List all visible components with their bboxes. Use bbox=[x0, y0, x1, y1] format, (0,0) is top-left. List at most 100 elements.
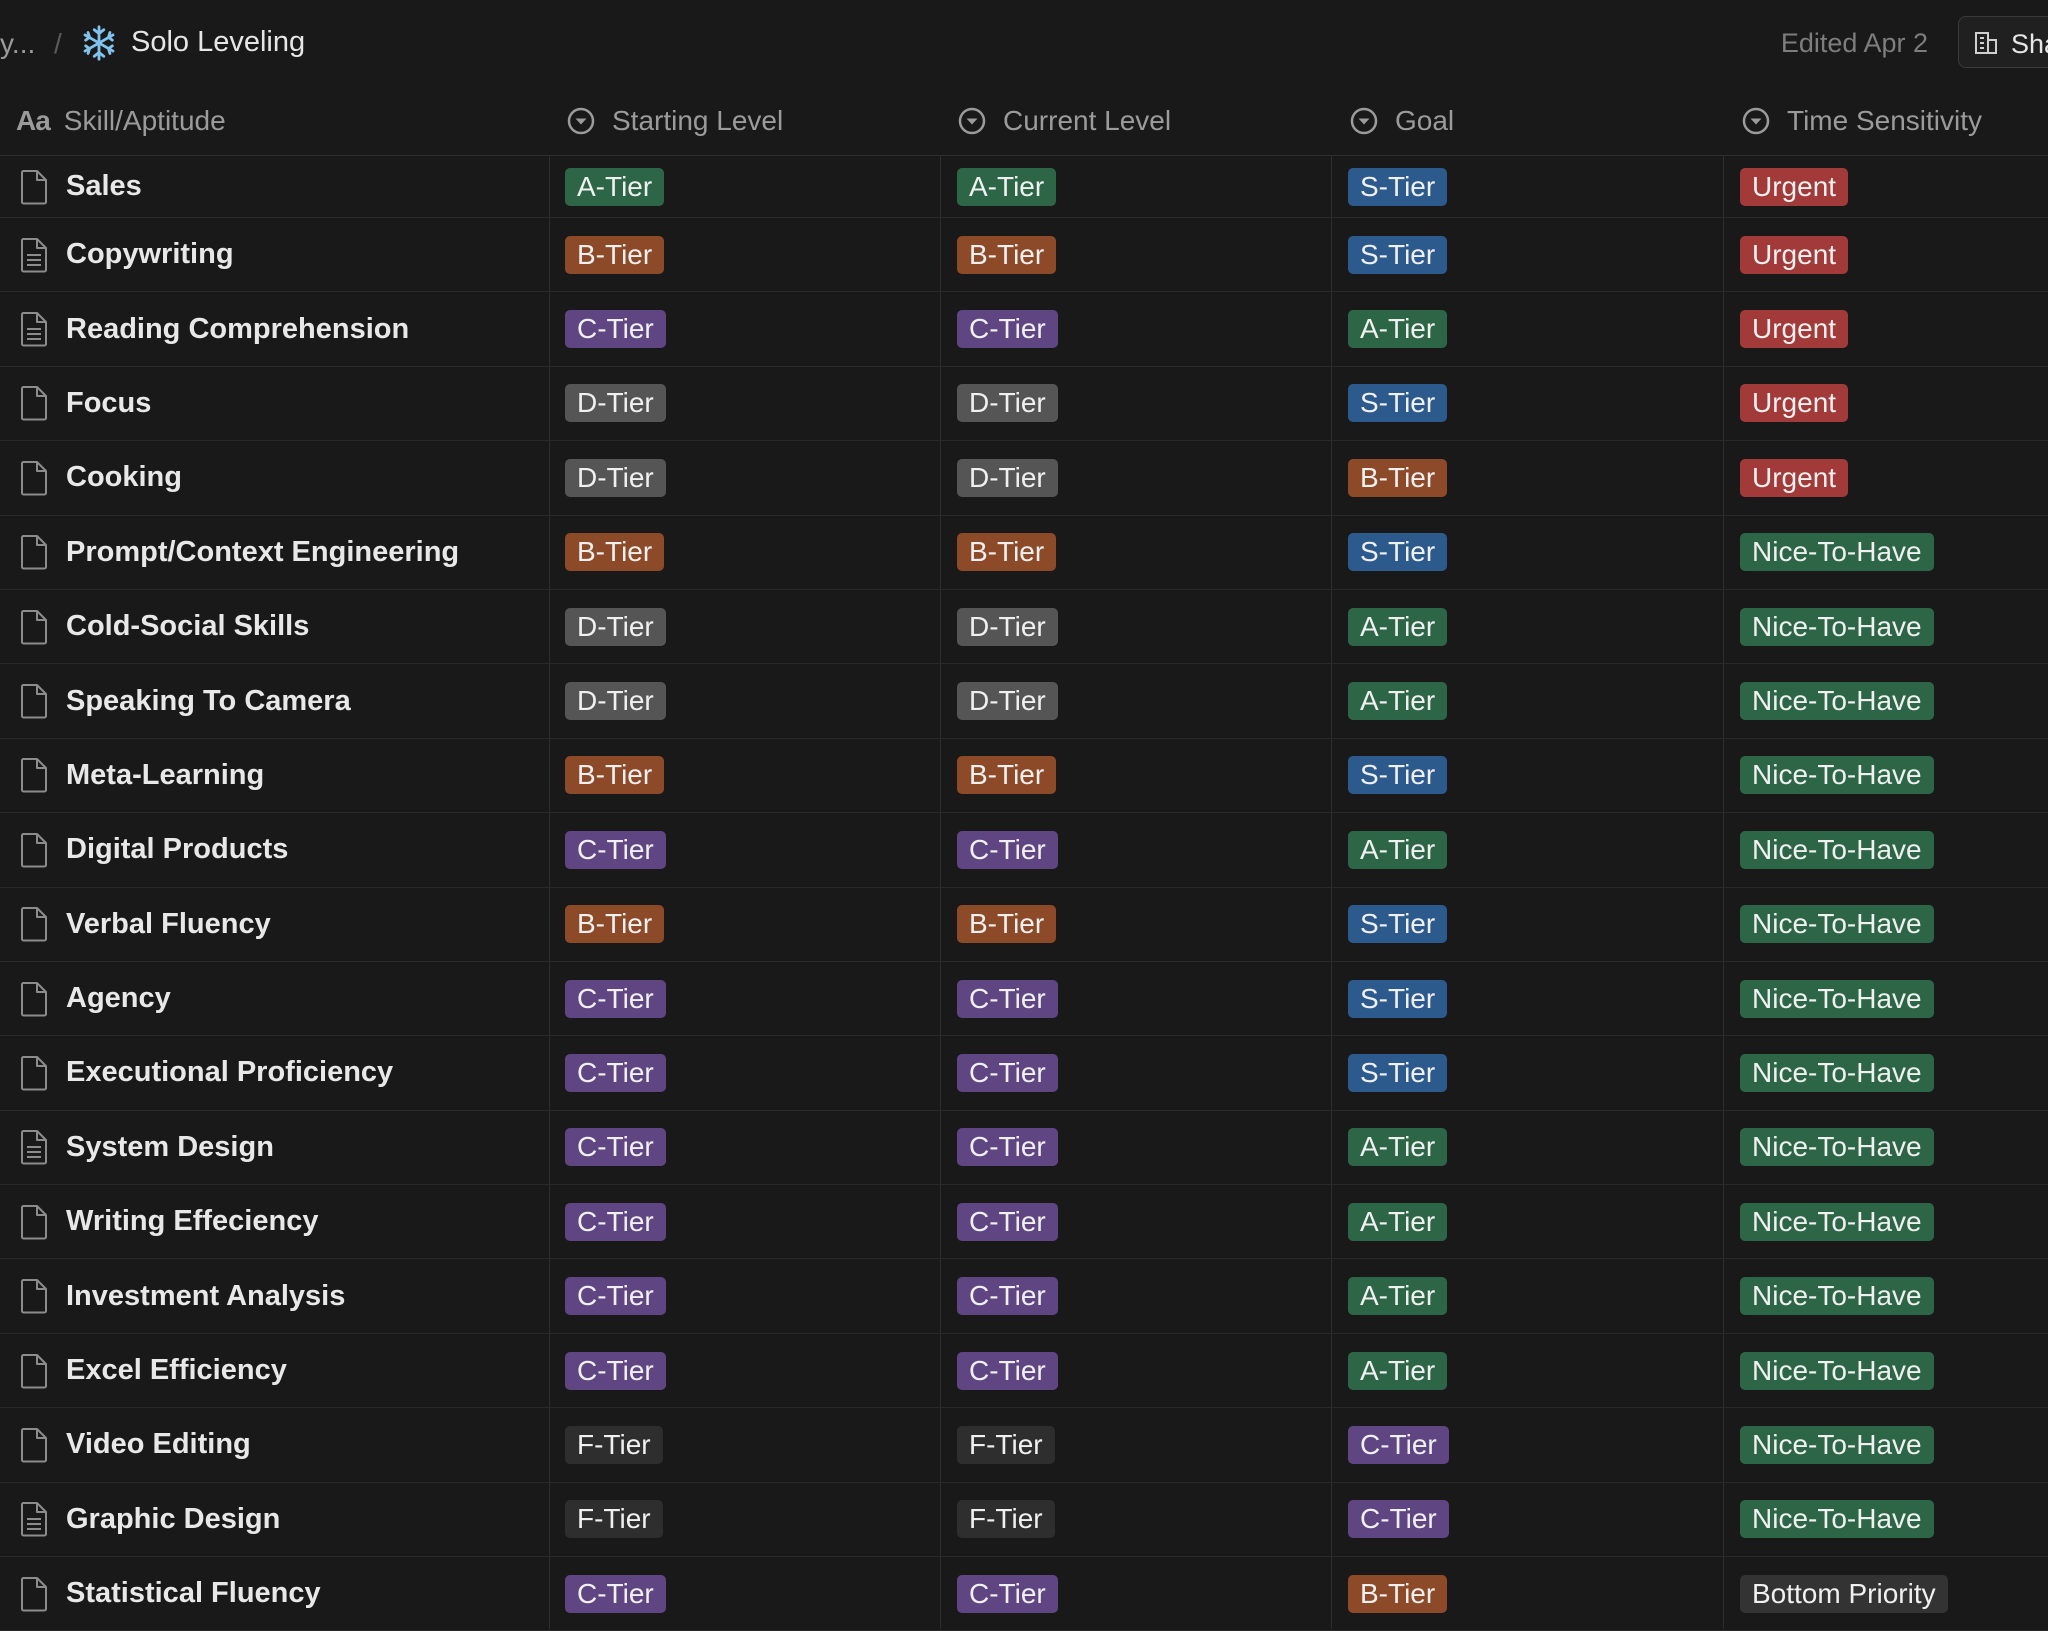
current-cell[interactable]: A-Tier bbox=[957, 156, 1057, 217]
table-row[interactable]: Meta-Learning B-Tier B-Tier S-Tier Nice-To-H… bbox=[0, 739, 2048, 814]
start-cell[interactable]: C-Tier bbox=[565, 1036, 666, 1109]
start-cell[interactable]: D-Tier bbox=[565, 367, 666, 440]
time-cell[interactable]: Nice-To-Have bbox=[1740, 1111, 1934, 1184]
goal-cell[interactable]: A-Tier bbox=[1348, 813, 1448, 886]
skill-cell[interactable]: Prompt/Context Engineering bbox=[18, 516, 459, 589]
goal-cell[interactable]: A-Tier bbox=[1348, 1185, 1448, 1258]
start-cell[interactable]: B-Tier bbox=[565, 888, 665, 961]
start-cell[interactable]: C-Tier bbox=[565, 813, 666, 886]
column-header-starting-level[interactable]: Starting Level bbox=[566, 86, 783, 156]
goal-cell[interactable]: S-Tier bbox=[1348, 1036, 1448, 1109]
current-cell[interactable]: C-Tier bbox=[957, 292, 1058, 365]
goal-cell[interactable]: B-Tier bbox=[1348, 1557, 1448, 1630]
current-cell[interactable]: D-Tier bbox=[957, 590, 1058, 663]
skill-cell[interactable]: Agency bbox=[18, 962, 171, 1035]
skill-cell[interactable]: Investment Analysis bbox=[18, 1259, 345, 1332]
time-cell[interactable]: Nice-To-Have bbox=[1740, 1408, 1934, 1481]
skill-cell[interactable]: Excel Efficiency bbox=[18, 1334, 287, 1407]
current-cell[interactable]: C-Tier bbox=[957, 813, 1058, 886]
time-cell[interactable]: Urgent bbox=[1740, 292, 1849, 365]
start-cell[interactable]: C-Tier bbox=[565, 1557, 666, 1630]
start-cell[interactable]: C-Tier bbox=[565, 1259, 666, 1332]
skill-cell[interactable]: Writing Effeciency bbox=[18, 1185, 318, 1258]
goal-cell[interactable]: A-Tier bbox=[1348, 1259, 1448, 1332]
table-row[interactable]: System Design C-Tier C-Tier A-Tier Nice-To-H… bbox=[0, 1111, 2048, 1186]
column-header-current-level[interactable]: Current Level bbox=[957, 86, 1171, 156]
current-cell[interactable]: C-Tier bbox=[957, 1557, 1058, 1630]
skill-cell[interactable]: Graphic Design bbox=[18, 1483, 280, 1556]
table-row[interactable]: Investment Analysis C-Tier C-Tier A-Tier Nic… bbox=[0, 1259, 2048, 1334]
time-cell[interactable]: Urgent bbox=[1740, 367, 1849, 440]
table-row[interactable]: Cold-Social Skills D-Tier D-Tier A-Tier Nice… bbox=[0, 590, 2048, 665]
goal-cell[interactable]: S-Tier bbox=[1348, 962, 1448, 1035]
goal-cell[interactable]: C-Tier bbox=[1348, 1408, 1449, 1481]
goal-cell[interactable]: B-Tier bbox=[1348, 441, 1448, 514]
goal-cell[interactable]: A-Tier bbox=[1348, 1334, 1448, 1407]
skill-cell[interactable]: Digital Products bbox=[18, 813, 288, 886]
current-cell[interactable]: D-Tier bbox=[957, 367, 1058, 440]
current-cell[interactable]: B-Tier bbox=[957, 739, 1057, 812]
current-cell[interactable]: C-Tier bbox=[957, 1334, 1058, 1407]
time-cell[interactable]: Nice-To-Have bbox=[1740, 1185, 1934, 1258]
start-cell[interactable]: B-Tier bbox=[565, 739, 665, 812]
snowflake-icon[interactable] bbox=[80, 24, 118, 62]
skill-cell[interactable]: Sales bbox=[18, 156, 142, 217]
current-cell[interactable]: C-Tier bbox=[957, 1185, 1058, 1258]
goal-cell[interactable]: A-Tier bbox=[1348, 1111, 1448, 1184]
page-title[interactable]: Solo Leveling bbox=[131, 26, 306, 58]
current-cell[interactable]: C-Tier bbox=[957, 962, 1058, 1035]
time-cell[interactable]: Urgent bbox=[1740, 156, 1849, 217]
skill-cell[interactable]: Copywriting bbox=[18, 218, 234, 291]
start-cell[interactable]: D-Tier bbox=[565, 441, 666, 514]
skill-cell[interactable]: Executional Proficiency bbox=[18, 1036, 393, 1109]
goal-cell[interactable]: S-Tier bbox=[1348, 516, 1448, 589]
table-row[interactable]: Reading Comprehension C-Tier C-Tier A-Tier U… bbox=[0, 292, 2048, 367]
current-cell[interactable]: D-Tier bbox=[957, 664, 1058, 737]
time-cell[interactable]: Urgent bbox=[1740, 218, 1849, 291]
time-cell[interactable]: Nice-To-Have bbox=[1740, 1334, 1934, 1407]
table-row[interactable]: Sales A-Tier A-Tier S-Tier Urgent bbox=[0, 156, 2048, 218]
time-cell[interactable]: Nice-To-Have bbox=[1740, 888, 1934, 961]
goal-cell[interactable]: A-Tier bbox=[1348, 590, 1448, 663]
goal-cell[interactable]: C-Tier bbox=[1348, 1483, 1449, 1556]
table-row[interactable]: Excel Efficiency C-Tier C-Tier A-Tier Nice-T… bbox=[0, 1334, 2048, 1409]
current-cell[interactable]: B-Tier bbox=[957, 516, 1057, 589]
table-row[interactable]: Focus D-Tier D-Tier S-Tier Urgent bbox=[0, 367, 2048, 442]
current-cell[interactable]: C-Tier bbox=[957, 1259, 1058, 1332]
table-row[interactable]: Statistical Fluency C-Tier C-Tier B-Tier Bot… bbox=[0, 1557, 2048, 1631]
start-cell[interactable]: B-Tier bbox=[565, 516, 665, 589]
skill-cell[interactable]: Cold-Social Skills bbox=[18, 590, 309, 663]
skill-cell[interactable]: System Design bbox=[18, 1111, 274, 1184]
table-row[interactable]: Graphic Design F-Tier F-Tier C-Tier Nice-To-… bbox=[0, 1483, 2048, 1558]
current-cell[interactable]: F-Tier bbox=[957, 1408, 1055, 1481]
start-cell[interactable]: C-Tier bbox=[565, 292, 666, 365]
goal-cell[interactable]: S-Tier bbox=[1348, 218, 1448, 291]
time-cell[interactable]: Nice-To-Have bbox=[1740, 664, 1934, 737]
goal-cell[interactable]: S-Tier bbox=[1348, 888, 1448, 961]
skill-cell[interactable]: Cooking bbox=[18, 441, 182, 514]
current-cell[interactable]: B-Tier bbox=[957, 218, 1057, 291]
start-cell[interactable]: C-Tier bbox=[565, 962, 666, 1035]
table-row[interactable]: Video Editing F-Tier F-Tier C-Tier Nice-To-H… bbox=[0, 1408, 2048, 1483]
start-cell[interactable]: D-Tier bbox=[565, 664, 666, 737]
time-cell[interactable]: Nice-To-Have bbox=[1740, 1036, 1934, 1109]
column-header-skill[interactable]: Aa Skill/Aptitude bbox=[16, 86, 226, 156]
start-cell[interactable]: F-Tier bbox=[565, 1408, 663, 1481]
start-cell[interactable]: C-Tier bbox=[565, 1111, 666, 1184]
time-cell[interactable]: Urgent bbox=[1740, 441, 1849, 514]
goal-cell[interactable]: A-Tier bbox=[1348, 664, 1448, 737]
table-row[interactable]: Executional Proficiency C-Tier C-Tier S-Tie… bbox=[0, 1036, 2048, 1111]
start-cell[interactable]: F-Tier bbox=[565, 1483, 663, 1556]
start-cell[interactable]: B-Tier bbox=[565, 218, 665, 291]
start-cell[interactable]: D-Tier bbox=[565, 590, 666, 663]
column-header-goal[interactable]: Goal bbox=[1349, 86, 1454, 156]
goal-cell[interactable]: S-Tier bbox=[1348, 739, 1448, 812]
time-cell[interactable]: Nice-To-Have bbox=[1740, 1259, 1934, 1332]
table-row[interactable]: Verbal Fluency B-Tier B-Tier S-Tier Nice-To-… bbox=[0, 888, 2048, 962]
column-header-time-sensitivity[interactable]: Time Sensitivity bbox=[1741, 86, 1982, 156]
table-row[interactable]: Agency C-Tier C-Tier S-Tier Nice-To-Have bbox=[0, 962, 2048, 1037]
goal-cell[interactable]: S-Tier bbox=[1348, 156, 1448, 217]
current-cell[interactable]: B-Tier bbox=[957, 888, 1057, 961]
time-cell[interactable]: Nice-To-Have bbox=[1740, 590, 1934, 663]
table-row[interactable]: Writing Effeciency C-Tier C-Tier A-Tier Nice… bbox=[0, 1185, 2048, 1260]
